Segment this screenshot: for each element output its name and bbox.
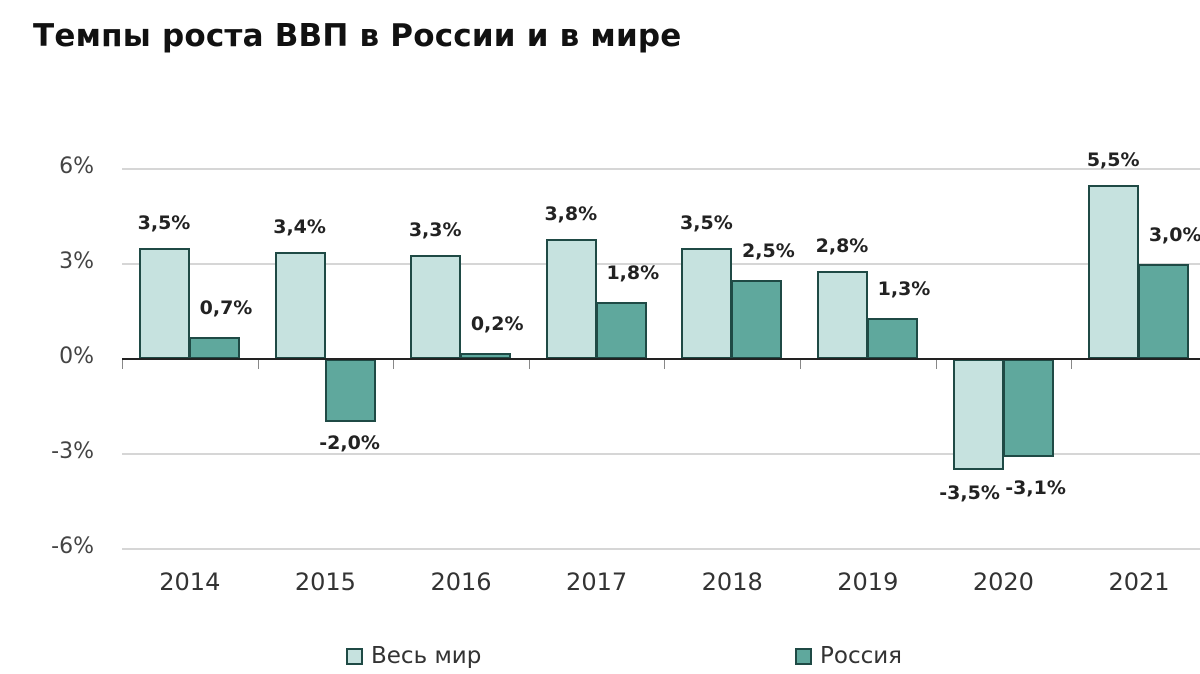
data-label-russia: 1,3% [877, 277, 931, 300]
x-axis-tick-mark [1071, 360, 1073, 369]
data-label-world: 3,3% [408, 218, 462, 241]
bar-russia [460, 352, 512, 359]
zero-axis-line [122, 358, 1200, 360]
x-axis-label: 2017 [566, 568, 628, 596]
x-axis-tick-mark [800, 360, 801, 369]
data-label-russia: 1,8% [606, 262, 660, 285]
data-label-world: 3,8% [544, 202, 598, 225]
legend-item-russia: Россия [795, 643, 902, 669]
data-label-world: 5,5% [1086, 149, 1140, 172]
bar-russia [1138, 264, 1190, 359]
bar-world [681, 248, 733, 359]
legend-label-russia: Россия [820, 643, 903, 669]
legend-swatch-world-icon [346, 647, 363, 665]
bar-russia [189, 336, 240, 359]
x-axis-tick-mark [393, 360, 395, 369]
data-label-russia: -2,0% [319, 432, 380, 455]
data-label-world: 3,5% [137, 212, 191, 235]
chart-title: Темпы роста ВВП в России и в мире [33, 18, 682, 54]
bar-world [952, 359, 1004, 470]
gridline [122, 452, 1200, 455]
legend-label-world: Весь мир [371, 643, 482, 669]
data-label-world: 3,4% [273, 215, 326, 238]
data-label-russia: 0,2% [470, 312, 524, 335]
bar-world [1088, 185, 1140, 359]
bar-world [139, 248, 190, 359]
x-axis-tick-mark [664, 360, 666, 369]
data-label-world: -3,5% [939, 481, 1000, 504]
x-axis-label: 2018 [701, 568, 763, 596]
x-axis-label: 2019 [837, 568, 899, 596]
bar-russia [324, 359, 376, 423]
y-axis-tick-label: 3% [59, 249, 94, 275]
legend-item-world: Весь мир [346, 643, 481, 669]
y-axis-tick-label: 6% [59, 154, 94, 180]
bar-world [545, 238, 597, 359]
gridline [122, 263, 1200, 266]
bar-world [274, 251, 326, 359]
data-label-russia: 3,0% [1148, 224, 1200, 247]
data-label-russia: 2,5% [742, 240, 795, 262]
x-axis-label: 2020 [972, 568, 1034, 596]
bar-russia [1002, 359, 1054, 457]
gridline [122, 547, 1200, 550]
data-label-russia: -3,1% [1005, 476, 1066, 499]
bar-world [817, 270, 868, 359]
x-axis-label: 2016 [430, 568, 492, 596]
x-axis-label: 2015 [294, 568, 356, 596]
bar-russia [867, 317, 918, 359]
x-axis-label: 2021 [1108, 568, 1170, 596]
bar-russia [731, 280, 783, 359]
x-axis-tick-mark [257, 360, 259, 369]
y-axis-tick-label: 0% [59, 344, 94, 369]
y-axis-tick-label: -3% [51, 438, 94, 464]
y-axis-tick-label: -6% [51, 533, 94, 559]
bar-world [410, 254, 462, 359]
data-label-world: 3,5% [680, 212, 733, 235]
gridline [122, 168, 1200, 171]
x-axis-tick-mark [528, 360, 530, 369]
bar-russia [595, 302, 647, 359]
x-axis-tick-mark [122, 360, 123, 369]
x-axis-tick-mark [935, 360, 937, 369]
legend-swatch-russia-icon [795, 647, 812, 665]
data-label-russia: 0,7% [199, 296, 253, 319]
data-label-world: 2,8% [815, 234, 869, 257]
x-axis-label: 2014 [159, 568, 221, 596]
